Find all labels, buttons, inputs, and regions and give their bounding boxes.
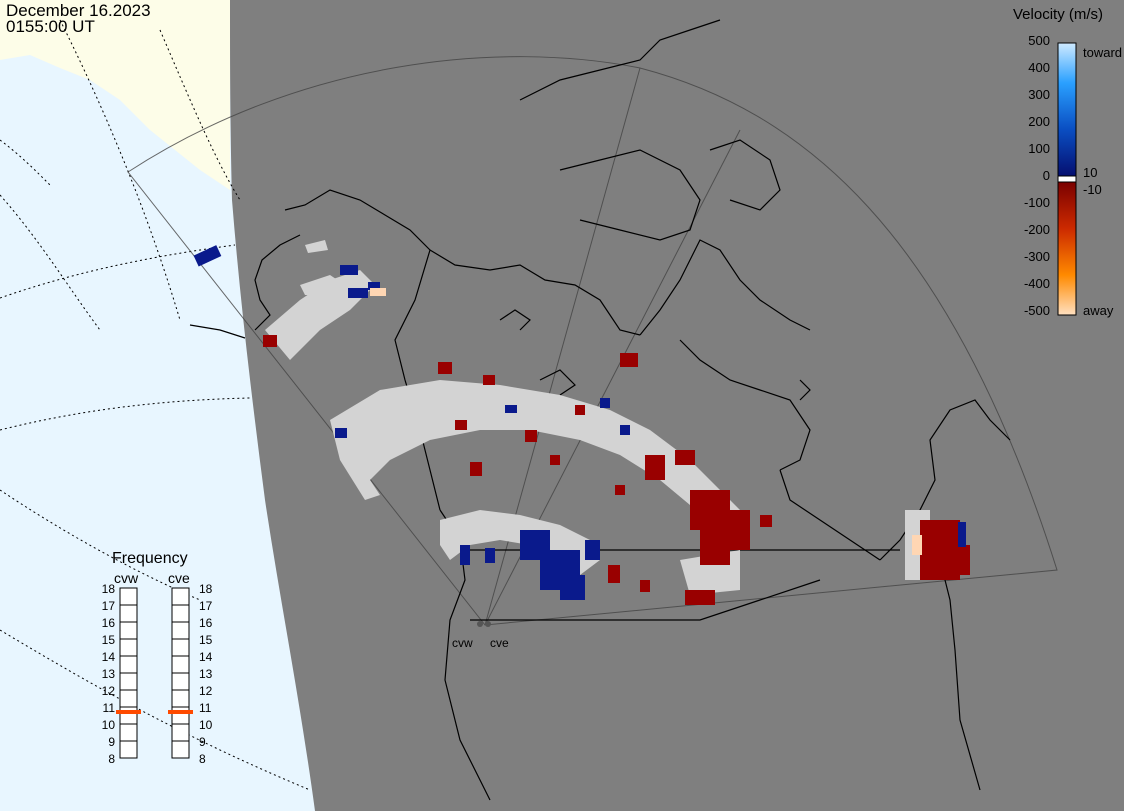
- frequency-scale-label: 9: [108, 735, 115, 749]
- frequency-scale-label: 18: [101, 582, 115, 596]
- cvw-site-label: cvw: [452, 636, 473, 650]
- latitude-longitude-grid: [0, 19, 311, 791]
- velocity-tick-label: 400: [1028, 60, 1050, 75]
- frequency-scale-label: 10: [199, 718, 213, 732]
- cve-frequency-label: cve: [168, 570, 190, 586]
- frequency-box-gridlines: [120, 604, 189, 742]
- away-label: away: [1083, 303, 1114, 318]
- velocity-tick-label: -300: [1023, 249, 1050, 264]
- frequency-scale-label: 14: [101, 650, 115, 664]
- velocity-tick-label: 0: [1042, 168, 1050, 183]
- velocity-tick-label: 200: [1028, 114, 1050, 129]
- velocity-minus-ten-label: -10: [1083, 182, 1102, 197]
- away-velocity-cells: [263, 335, 970, 605]
- velocity-plus-ten-label: 10: [1083, 165, 1098, 180]
- velocity-tick-label: 500: [1028, 33, 1050, 48]
- frequency-scale-label: 17: [199, 599, 213, 613]
- frequency-scale-label: 17: [101, 599, 115, 613]
- velocity-tick-label: -500: [1023, 303, 1050, 318]
- coastlines-and-borders: [189, 19, 1011, 801]
- velocity-tick-label: 100: [1028, 141, 1050, 156]
- frequency-scale-label: 13: [101, 667, 115, 681]
- cvw-frequency-label: cvw: [114, 570, 139, 586]
- time-label: 0155:00 UT: [6, 17, 95, 36]
- light-land-region: [0, 0, 230, 190]
- toward-velocity-cells: [193, 245, 966, 600]
- frequency-scale-label: 15: [101, 633, 115, 647]
- velocity-tick-label: -200: [1023, 222, 1050, 237]
- cve-site-label: cve: [490, 636, 509, 650]
- cve-site-marker: [485, 621, 491, 627]
- frequency-scale-label: 15: [199, 633, 213, 647]
- velocity-legend-title: Velocity (m/s): [1013, 6, 1104, 23]
- fast-away-cells: [370, 288, 922, 555]
- frequency-scale-label: 14: [199, 650, 213, 664]
- frequency-scale-label: 9: [199, 735, 206, 749]
- frequency-scale-label: 12: [101, 684, 115, 698]
- cvw-site-marker: [477, 621, 483, 627]
- frequency-scale-label: 12: [199, 684, 213, 698]
- velocity-tick-label: 300: [1028, 87, 1050, 102]
- velocity-tick-label: -400: [1023, 276, 1050, 291]
- toward-label: toward: [1083, 45, 1123, 60]
- frequency-scale-label: 11: [102, 701, 115, 715]
- frequency-scale-label: 16: [101, 616, 115, 630]
- frequency-scale-label: 18: [199, 582, 213, 596]
- frequency-panel-title: Frequency: [112, 550, 188, 567]
- frequency-scale-label: 10: [101, 718, 115, 732]
- night-shading: [230, 0, 1124, 811]
- frequency-scale-label: 11: [199, 701, 212, 715]
- frequency-scale-label: 13: [199, 667, 213, 681]
- frequency-scale-label: 8: [199, 752, 206, 766]
- velocity-colorbar: [1057, 42, 1077, 316]
- date-label: December 16.2023: [6, 1, 151, 20]
- frequency-scale-label: 8: [108, 752, 115, 766]
- frequency-scale-label: 16: [199, 616, 213, 630]
- velocity-tick-label: -100: [1023, 195, 1050, 210]
